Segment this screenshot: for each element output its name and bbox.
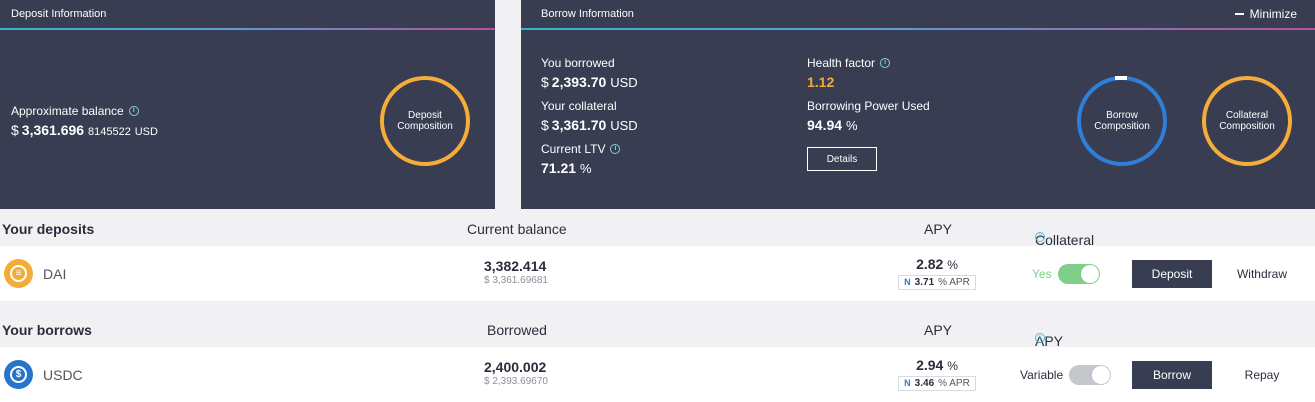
- apy-value: 2.82: [916, 256, 944, 272]
- current-ltv-value: 71.21 %: [541, 160, 592, 176]
- minimize-label: Minimize: [1249, 7, 1297, 21]
- info-icon[interactable]: i: [880, 58, 891, 68]
- borrow-composition-chart: Borrow Composition: [1077, 76, 1167, 166]
- borrow-panel-title: Borrow Information: [541, 8, 634, 20]
- current-ltv-label: Current LTV: [541, 142, 606, 156]
- borrow-information-panel: Borrow Information Minimize You borrowed…: [521, 0, 1315, 209]
- usdc-coin-icon: $: [4, 360, 33, 389]
- borrowing-power-used: Borrowing Power Used 94.94 %: [807, 99, 930, 133]
- info-icon[interactable]: i: [1035, 333, 1045, 343]
- apy-type-toggle[interactable]: Variable: [1020, 365, 1112, 385]
- collateral-composition-label: Collateral Composition: [1219, 110, 1275, 132]
- health-factor: Health factor i 1.12: [807, 56, 891, 90]
- balance-usd: $ 3,361.69681: [484, 275, 548, 286]
- details-button[interactable]: Details: [807, 147, 877, 171]
- borrowed-amount: 2,400.002: [484, 359, 547, 375]
- borrow-composition-label: Borrow Composition: [1094, 110, 1150, 132]
- collateral-composition-chart: Collateral Composition: [1202, 76, 1292, 166]
- deposit-information-panel: Deposit Information Approximate balance …: [0, 0, 495, 209]
- col-current-balance: Current balance: [467, 221, 567, 237]
- borrowed-usd: $ 2,393.69670: [484, 376, 548, 387]
- asset-name: DAI: [43, 265, 67, 282]
- you-borrowed-value: $2,393.70 USD: [541, 74, 638, 90]
- info-icon[interactable]: i: [128, 106, 139, 116]
- apy-cell: 2.94 % N 3.46 % APR: [897, 357, 977, 391]
- withdraw-button[interactable]: Withdraw: [1236, 267, 1287, 281]
- borrow-composition-segment: [1115, 76, 1127, 80]
- col-apy: APY: [924, 322, 953, 338]
- repay-button[interactable]: Repay: [1244, 368, 1280, 382]
- you-borrowed-label: You borrowed: [541, 56, 615, 70]
- minus-icon: [1234, 13, 1244, 15]
- incentive-apr-badge: N 3.71 % APR: [898, 274, 976, 290]
- collateral-toggle-label: Yes: [1032, 267, 1052, 281]
- col-borrowed: Borrowed: [487, 322, 547, 338]
- borrows-title: Your borrows: [2, 322, 92, 338]
- approximate-balance: Approximate balance i $3,361.696 8145522…: [11, 104, 158, 138]
- apy-value: 2.94: [916, 357, 944, 373]
- apy-cell: 2.82 % N 3.71 % APR: [897, 256, 977, 290]
- borrow-row-usdc: $ USDC 2,400.002 $ 2,393.69670 2.94 % N …: [0, 347, 1315, 402]
- current-ltv: Current LTV i 71.21 %: [541, 142, 621, 176]
- apy-type-label: Variable: [1020, 368, 1064, 382]
- your-collateral-label: Your collateral: [541, 99, 617, 113]
- asset-name: USDC: [43, 366, 83, 383]
- borrows-table-header: Your borrows Borrowed APY APY Type i: [2, 322, 1065, 365]
- asset-cell: ≡ DAI: [4, 259, 66, 288]
- deposits-title: Your deposits: [2, 221, 95, 237]
- approximate-balance-label: Approximate balance: [11, 104, 124, 118]
- borrow-panel-header: Borrow Information Minimize: [521, 0, 1315, 30]
- borrow-button[interactable]: Borrow: [1132, 361, 1212, 389]
- deposit-composition-label: Deposit Composition: [397, 110, 453, 132]
- minimize-button[interactable]: Minimize: [1234, 7, 1297, 21]
- asset-cell: $ USDC: [4, 360, 83, 389]
- toggle-switch[interactable]: [1069, 365, 1112, 385]
- borrowing-power-label: Borrowing Power Used: [807, 99, 930, 113]
- deposit-button[interactable]: Deposit: [1132, 260, 1212, 288]
- dai-coin-icon: ≡: [4, 259, 33, 288]
- your-collateral: Your collateral $3,361.70 USD: [541, 99, 638, 133]
- incentive-apr-badge: N 3.46 % APR: [898, 375, 976, 391]
- you-borrowed: You borrowed $2,393.70 USD: [541, 56, 638, 90]
- balance-amount: 3,382.414: [484, 258, 547, 274]
- health-factor-value: 1.12: [807, 74, 835, 90]
- rewards-icon: N: [904, 378, 911, 388]
- info-icon[interactable]: i: [1035, 232, 1045, 242]
- collateral-toggle[interactable]: Yes: [1032, 264, 1100, 284]
- borrowed-cell: 2,400.002 $ 2,393.69670: [484, 359, 548, 387]
- toggle-switch[interactable]: [1057, 264, 1100, 284]
- health-factor-label: Health factor: [807, 56, 876, 70]
- info-icon[interactable]: i: [610, 144, 621, 154]
- deposit-panel-title: Deposit Information: [0, 0, 495, 30]
- current-balance-cell: 3,382.414 $ 3,361.69681: [484, 258, 548, 286]
- deposits-table-header: Your deposits Current balance APY Collat…: [2, 221, 1095, 248]
- col-apy: APY: [924, 221, 953, 237]
- deposit-composition-chart: Deposit Composition: [380, 76, 470, 166]
- approximate-balance-value: $3,361.696 8145522 USD: [11, 122, 158, 138]
- your-collateral-value: $3,361.70 USD: [541, 117, 638, 133]
- borrowing-power-value: 94.94 %: [807, 117, 858, 133]
- deposit-row-dai: ≡ DAI 3,382.414 $ 3,361.69681 2.82 % N 3…: [0, 246, 1315, 301]
- rewards-icon: N: [904, 277, 911, 287]
